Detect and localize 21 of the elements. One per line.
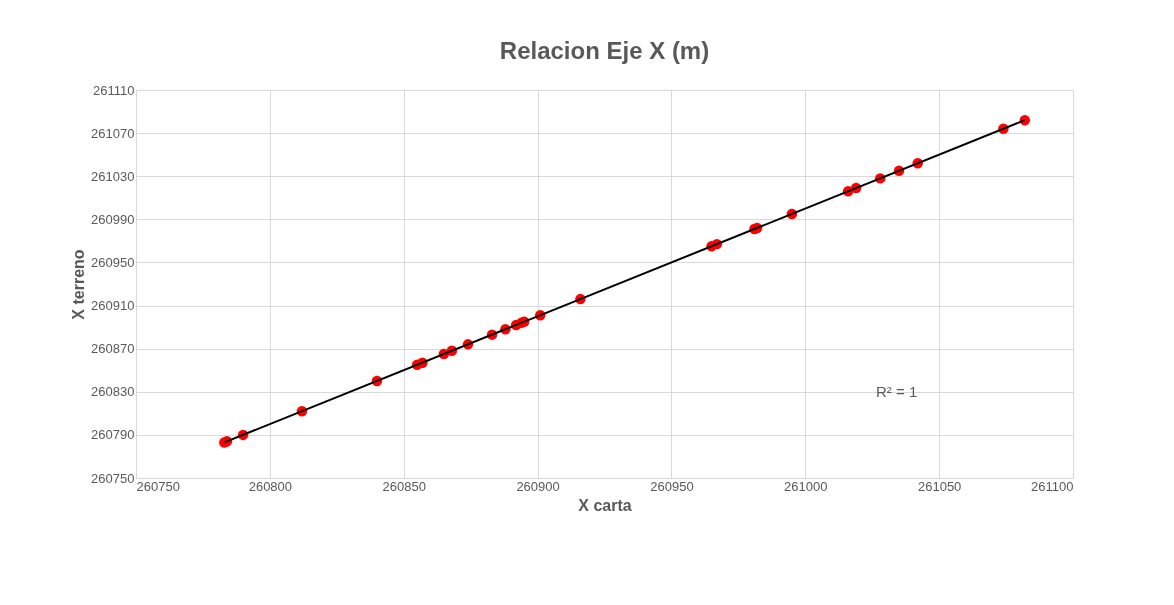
y-tick-label: 260950	[91, 254, 135, 270]
x-tick-label: 260800	[248, 478, 293, 494]
x-tick-label: 260850	[382, 478, 426, 494]
y-tick-label: 260830	[91, 384, 135, 400]
y-tick-label: 261070	[91, 125, 135, 141]
x-tick-label: 261050	[917, 478, 962, 494]
x-tick-label: 261100	[1031, 478, 1074, 494]
x-tick-label: 261000	[784, 478, 828, 494]
y-tick-label: 260790	[91, 427, 135, 443]
x-tick-label: 260950	[650, 478, 694, 494]
y-tick-label: 260870	[91, 341, 135, 357]
y-axis-title: X terreno	[70, 249, 88, 320]
y-tick-label: 260990	[91, 211, 135, 227]
annotation: R² = 1	[876, 383, 918, 400]
x-tick-label: 260900	[516, 478, 560, 494]
x-tick-label: 260750	[136, 478, 180, 494]
y-tick-label: 260910	[91, 298, 135, 314]
y-tick-label: 261030	[91, 168, 135, 184]
x-axis-title: X carta	[578, 496, 632, 514]
chart-title: Relacion Eje X (m)	[499, 37, 710, 64]
y-tick-label: 261110	[93, 82, 135, 98]
